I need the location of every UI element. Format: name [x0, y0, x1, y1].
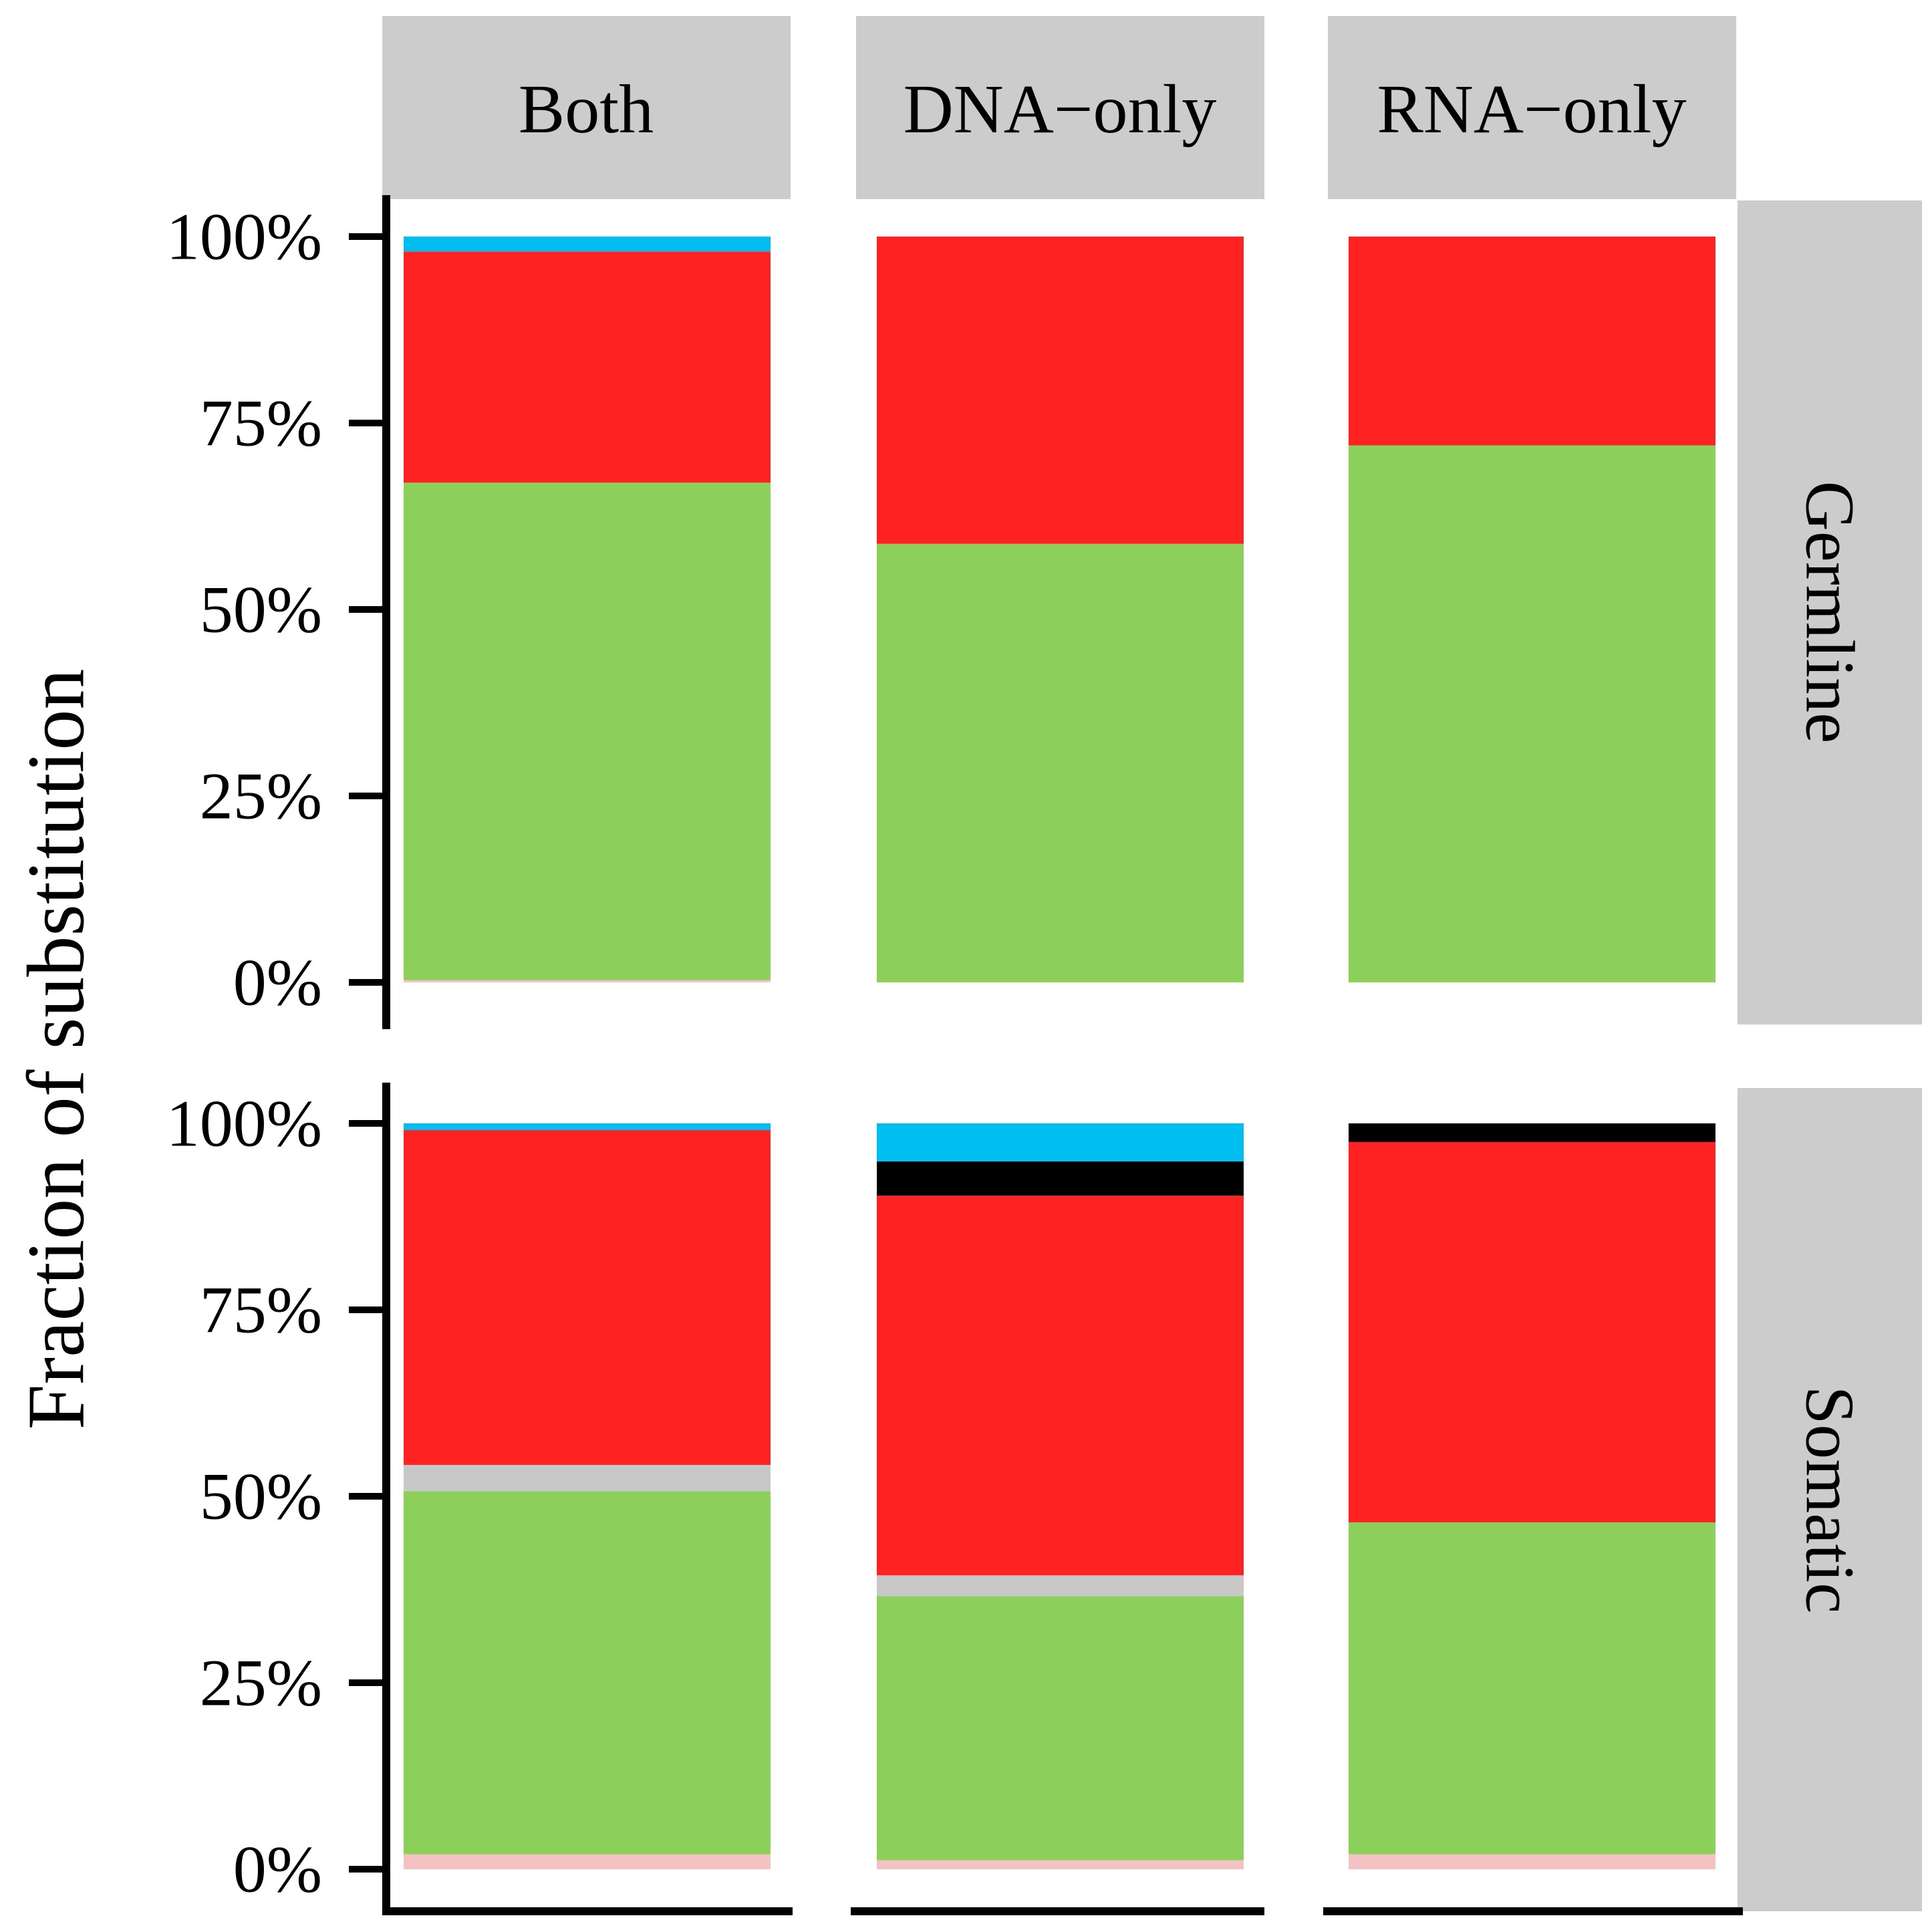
- y-tick-label-somatic: 100%: [166, 1087, 322, 1161]
- bar-segment-germline-dna-only-green: [877, 543, 1244, 982]
- bar-segment-somatic-rna-only-black: [1349, 1123, 1715, 1142]
- bar-layer: [404, 237, 1715, 1869]
- strip-label-somatic: Somatic: [1792, 1386, 1869, 1614]
- y-tick-layer: 0% 25% 50% 75% 100% 0% 25% 50% 75% 100%: [166, 200, 382, 1907]
- bar-segment-somatic-dna-only-red: [877, 1196, 1244, 1576]
- strip-germline: [1738, 200, 1922, 1024]
- strip-label-germline: Germline: [1792, 481, 1869, 744]
- bar-segment-somatic-both-green: [404, 1491, 771, 1854]
- bar-segment-somatic-dna-only-blue: [877, 1123, 1244, 1161]
- y-tick-label-somatic: 0%: [233, 1832, 322, 1907]
- bar-segment-somatic-both-pink: [404, 1854, 771, 1869]
- strip-dna-only: [856, 16, 1264, 199]
- y-tick-label-somatic: 50%: [200, 1460, 322, 1534]
- y-tick-label-somatic: 25%: [200, 1646, 322, 1720]
- bar-segment-germline-both-green: [404, 482, 771, 980]
- y-tick-label-somatic: 75%: [200, 1273, 322, 1347]
- bar-segment-germline-dna-only-red: [877, 237, 1244, 544]
- strip-rna-only: [1328, 16, 1736, 199]
- bar-segment-somatic-rna-only-green: [1349, 1522, 1715, 1854]
- strip-both: [382, 16, 791, 199]
- bar-segment-germline-rna-only-green: [1349, 445, 1715, 982]
- bar-segment-somatic-rna-only-red: [1349, 1141, 1715, 1523]
- bar-segment-germline-rna-only-red: [1349, 237, 1715, 446]
- bar-segment-somatic-dna-only-gray: [877, 1575, 1244, 1597]
- strip-somatic: [1738, 1088, 1922, 1911]
- bar-segment-germline-both-blue: [404, 237, 771, 252]
- y-tick-label-germline: 25%: [200, 759, 322, 833]
- bar-segment-somatic-both-red: [404, 1130, 771, 1466]
- strip-label-rna-only: RNA−only: [1377, 71, 1686, 148]
- bar-segment-somatic-dna-only-green: [877, 1596, 1244, 1860]
- y-tick-label-germline: 100%: [166, 200, 322, 274]
- bar-segment-somatic-both-blue: [404, 1123, 771, 1131]
- y-tick-label-germline: 75%: [200, 386, 322, 460]
- bar-segment-somatic-both-gray: [404, 1465, 771, 1492]
- y-tick-label-germline: 0%: [233, 946, 322, 1020]
- strip-label-dna-only: DNA−only: [904, 71, 1217, 148]
- bar-segment-germline-both-red: [404, 251, 771, 483]
- bar-segment-somatic-dna-only-pink: [877, 1860, 1244, 1869]
- bar-segment-somatic-rna-only-pink: [1349, 1854, 1715, 1869]
- y-axis-title: Fraction of substitution: [11, 669, 102, 1430]
- bar-segment-somatic-dna-only-black: [877, 1161, 1244, 1196]
- bar-segment-germline-both-pink: [404, 980, 771, 982]
- y-tick-label-germline: 50%: [200, 573, 322, 647]
- strip-label-both: Both: [519, 71, 654, 148]
